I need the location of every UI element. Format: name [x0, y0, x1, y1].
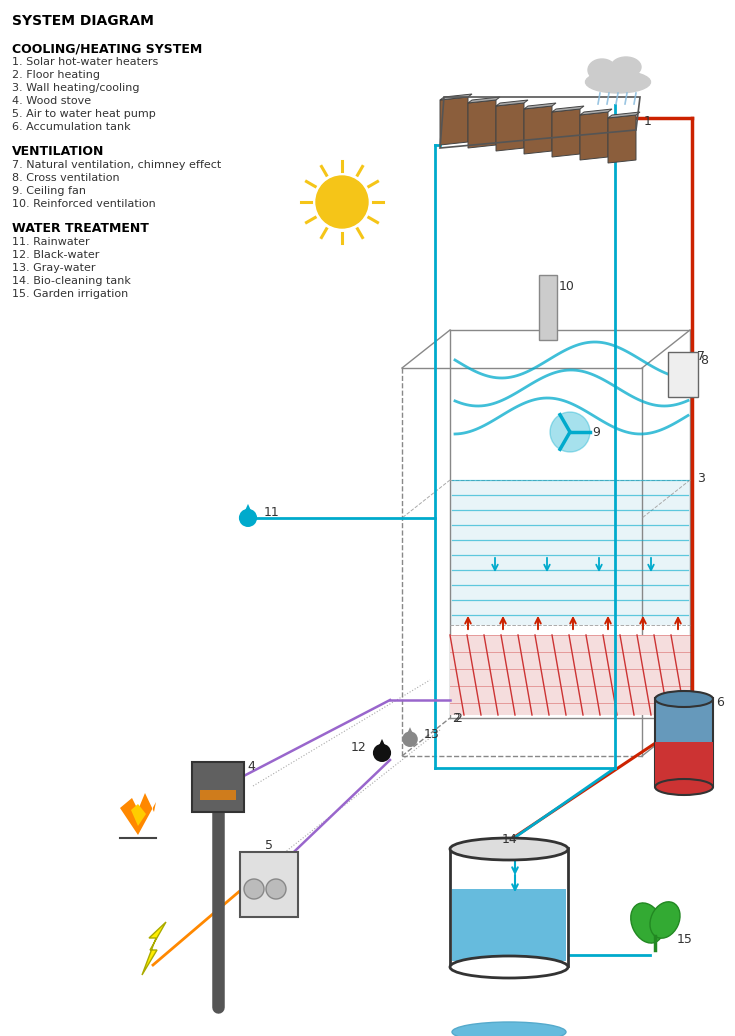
Text: 7. Natural ventilation, chimney effect: 7. Natural ventilation, chimney effect [12, 160, 221, 170]
Bar [452, 889, 566, 961]
Circle shape [244, 879, 264, 899]
Ellipse shape [655, 779, 713, 795]
Text: 10: 10 [559, 280, 575, 293]
Text: 1. Solar hot-water heaters: 1. Solar hot-water heaters [12, 57, 158, 67]
Text: 6: 6 [716, 696, 724, 709]
Text: 15. Garden irrigation: 15. Garden irrigation [12, 289, 128, 299]
Text: 11. Rainwater: 11. Rainwater [12, 237, 90, 247]
Polygon shape [552, 109, 580, 157]
Text: 1: 1 [644, 115, 652, 128]
Text: 3. Wall heating/cooling: 3. Wall heating/cooling [12, 83, 140, 93]
Text: COOLING/HEATING SYSTEM: COOLING/HEATING SYSTEM [12, 42, 202, 55]
Circle shape [402, 731, 417, 747]
Ellipse shape [586, 71, 650, 93]
Circle shape [373, 744, 391, 762]
Ellipse shape [452, 1021, 566, 1036]
Polygon shape [496, 103, 524, 151]
Text: WATER TREATMENT: WATER TREATMENT [12, 222, 149, 235]
Text: 13. Gray-water: 13. Gray-water [12, 263, 96, 274]
Text: 14. Bio-cleaning tank: 14. Bio-cleaning tank [12, 276, 131, 286]
Ellipse shape [631, 903, 663, 943]
Bar [539, 275, 557, 340]
Bar [200, 790, 236, 800]
Polygon shape [524, 106, 552, 154]
Text: 4. Wood stove: 4. Wood stove [12, 96, 91, 106]
Polygon shape [142, 922, 166, 975]
Ellipse shape [588, 59, 616, 81]
Polygon shape [468, 97, 500, 103]
Polygon shape [120, 793, 156, 835]
Polygon shape [552, 106, 584, 112]
Bar [192, 762, 244, 812]
Bar [240, 852, 298, 917]
Ellipse shape [611, 57, 641, 77]
Text: 9. Ceiling fan: 9. Ceiling fan [12, 186, 86, 196]
Ellipse shape [650, 901, 680, 939]
Text: 14: 14 [502, 833, 517, 846]
Bar [668, 352, 698, 397]
Polygon shape [440, 94, 472, 100]
Polygon shape [608, 115, 636, 163]
Text: 5: 5 [265, 839, 273, 852]
Polygon shape [580, 109, 612, 115]
Polygon shape [440, 97, 468, 145]
Text: 11: 11 [264, 506, 280, 519]
Text: 2. Floor heating: 2. Floor heating [12, 70, 100, 80]
Text: 2: 2 [454, 712, 462, 725]
Text: 2: 2 [452, 712, 460, 725]
Text: 15: 15 [677, 933, 693, 946]
Text: 8. Cross ventilation: 8. Cross ventilation [12, 173, 120, 183]
Ellipse shape [655, 691, 713, 707]
Text: 9: 9 [592, 426, 600, 439]
Polygon shape [580, 112, 608, 160]
Text: 12. Black-water: 12. Black-water [12, 250, 99, 260]
Polygon shape [496, 100, 528, 106]
Text: SYSTEM DIAGRAM: SYSTEM DIAGRAM [12, 15, 154, 28]
Polygon shape [524, 103, 556, 109]
Bar [450, 848, 568, 966]
Text: VENTILATION: VENTILATION [12, 145, 104, 159]
Text: 4: 4 [247, 760, 255, 773]
Circle shape [239, 509, 257, 527]
Bar [655, 742, 713, 786]
Bar [655, 698, 713, 786]
Circle shape [550, 412, 590, 452]
Polygon shape [468, 100, 496, 148]
Polygon shape [376, 739, 388, 753]
Circle shape [266, 879, 286, 899]
Circle shape [316, 176, 368, 228]
Text: 7: 7 [697, 350, 705, 363]
Ellipse shape [450, 838, 568, 860]
Text: 5. Air to water heat pump: 5. Air to water heat pump [12, 109, 156, 119]
Polygon shape [404, 727, 415, 740]
Bar [450, 635, 690, 715]
Polygon shape [608, 112, 640, 118]
Ellipse shape [450, 956, 568, 978]
Text: 6. Accumulation tank: 6. Accumulation tank [12, 122, 131, 132]
Text: 3: 3 [697, 472, 705, 485]
Text: 13: 13 [424, 728, 440, 741]
Polygon shape [242, 503, 254, 518]
Text: 12: 12 [351, 741, 366, 754]
Polygon shape [450, 480, 690, 625]
Text: 10. Reinforced ventilation: 10. Reinforced ventilation [12, 199, 156, 209]
Polygon shape [131, 804, 146, 826]
Text: 8: 8 [700, 354, 708, 367]
